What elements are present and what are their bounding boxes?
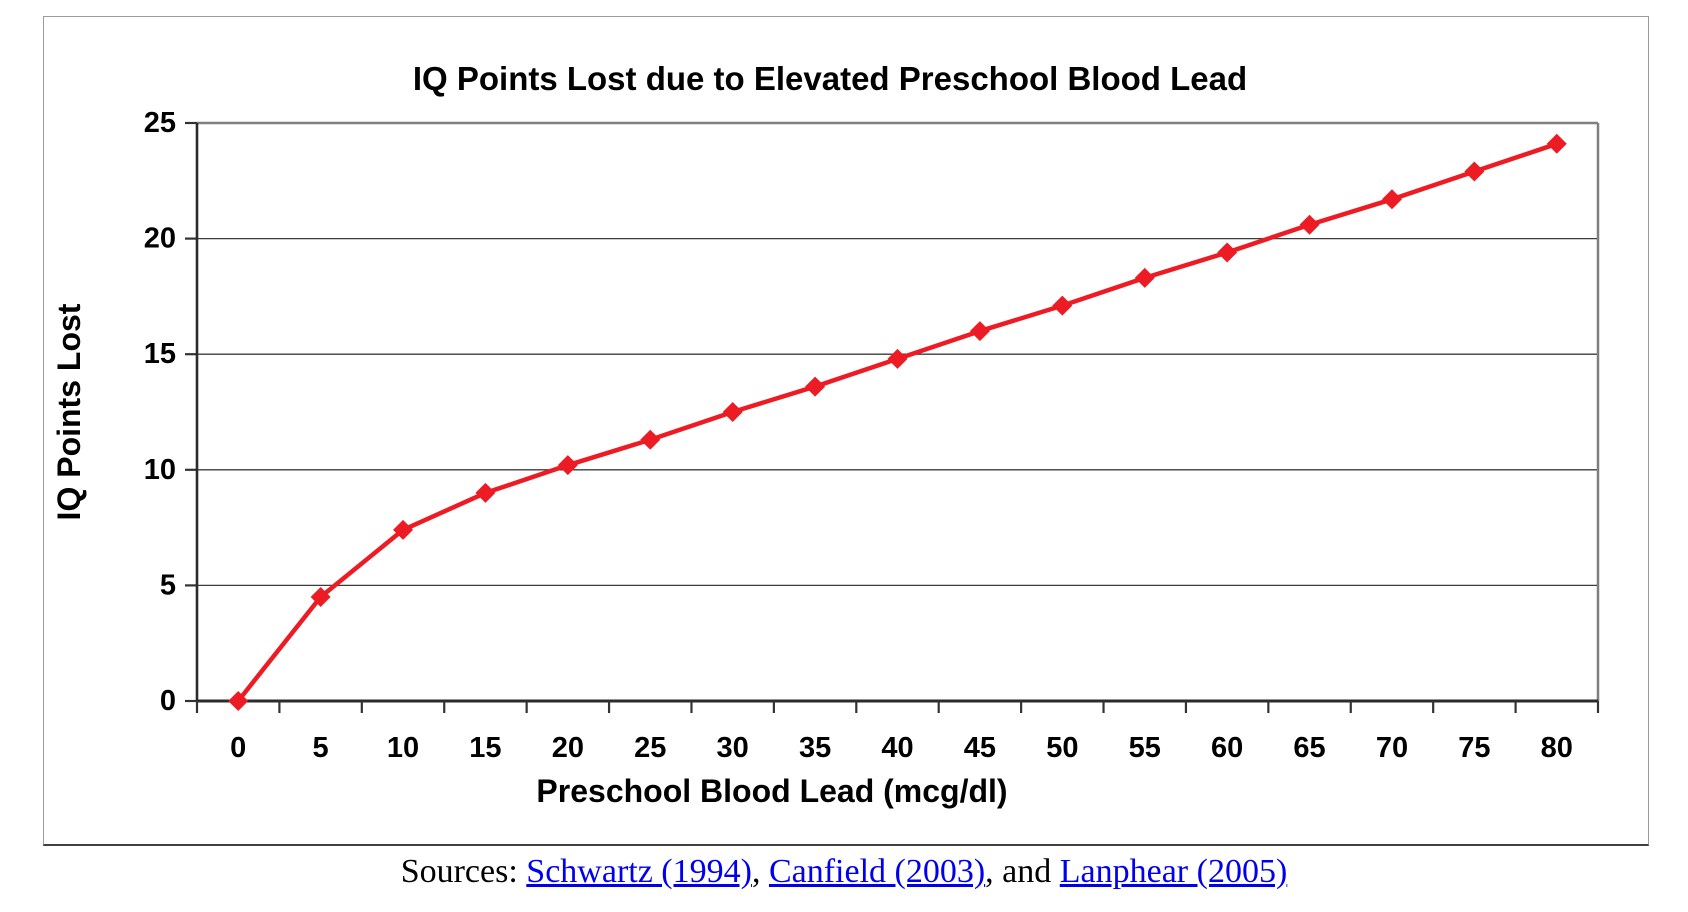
x-tick-label: 5 xyxy=(313,732,329,764)
x-tick-label: 0 xyxy=(230,732,246,764)
sources-prefix: Sources: xyxy=(400,853,527,890)
y-tick-label: 10 xyxy=(144,454,176,486)
sources-separator: , xyxy=(751,853,769,890)
x-axis-title: Preschool Blood Lead (mcg/dl) xyxy=(536,773,1007,809)
sources-separator-and: , and xyxy=(985,853,1060,890)
x-tick-label: 60 xyxy=(1211,732,1243,764)
x-tick-label: 20 xyxy=(552,732,584,764)
data-point-marker xyxy=(475,482,496,503)
data-point-marker xyxy=(1464,161,1485,182)
series-line xyxy=(235,141,1560,704)
x-tick-label: 50 xyxy=(1046,732,1078,764)
data-point-marker xyxy=(1299,214,1320,235)
x-tick-label: 80 xyxy=(1541,732,1573,764)
data-point-marker xyxy=(1217,242,1238,263)
data-point-marker xyxy=(887,348,908,369)
y-tick-label: 0 xyxy=(160,685,176,717)
data-point-marker xyxy=(393,519,414,540)
y-tick-label: 20 xyxy=(144,223,176,255)
figure-frame xyxy=(43,16,1649,846)
sources-line: Sources: Schwartz (1994), Canfield (2003… xyxy=(0,849,1688,905)
source-link-schwartz[interactable]: Schwartz (1994) xyxy=(526,853,752,890)
data-point-marker xyxy=(1546,133,1567,154)
x-tick-label: 35 xyxy=(799,732,831,764)
data-point-marker xyxy=(805,376,826,397)
plot-area: 0 5 10 15 20 25 0 5 10 15 20 25 30 35 40 45 50 55 60 65 70 75… xyxy=(144,107,1600,764)
chart-title: IQ Points Lost due to Elevated Preschool… xyxy=(413,60,1247,97)
x-tick-label: 75 xyxy=(1458,732,1490,764)
data-point-marker xyxy=(310,586,331,607)
source-link-lanphear[interactable]: Lanphear (2005) xyxy=(1059,853,1288,890)
y-tick-label: 25 xyxy=(144,107,176,139)
data-point-marker xyxy=(640,429,661,450)
data-point-marker xyxy=(228,691,249,711)
data-point-marker xyxy=(1052,295,1073,316)
x-tick-label: 25 xyxy=(634,732,666,764)
x-tick-label: 40 xyxy=(881,732,913,764)
x-tick-label: 15 xyxy=(469,732,501,764)
x-tick-label: 55 xyxy=(1129,732,1161,764)
y-tick-label: 5 xyxy=(160,569,176,601)
source-link-canfield[interactable]: Canfield (2003) xyxy=(768,853,986,890)
data-point-marker xyxy=(1381,189,1402,210)
y-axis-title: IQ Points Lost xyxy=(51,303,87,520)
data-point-marker xyxy=(557,455,578,476)
x-tick-label: 65 xyxy=(1293,732,1325,764)
data-point-marker xyxy=(1134,267,1155,288)
x-tick-label: 10 xyxy=(387,732,419,764)
x-tick-label: 30 xyxy=(717,732,749,764)
x-tick-label: 45 xyxy=(964,732,996,764)
data-point-marker xyxy=(722,402,743,422)
data-point-marker xyxy=(969,321,990,342)
y-tick-label: 15 xyxy=(144,338,176,370)
x-tick-label: 70 xyxy=(1376,732,1408,764)
